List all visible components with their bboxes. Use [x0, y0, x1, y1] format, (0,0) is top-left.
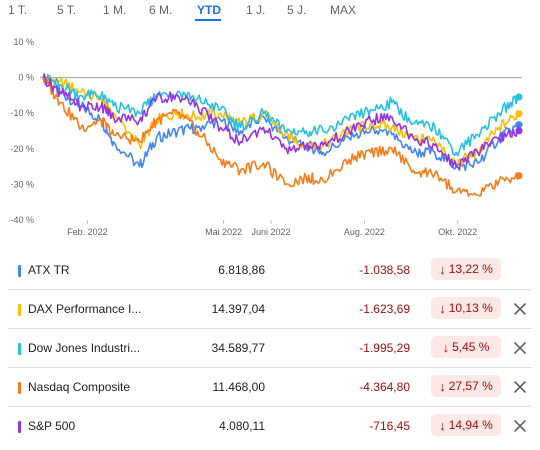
row-divider — [8, 328, 532, 329]
time-range-tabs: 1 T. 5 T. 1 M. 6 M. YTD 1 J. 5 J. MAX — [0, 0, 540, 24]
arrow-down-icon: ↓ — [439, 378, 446, 394]
row-divider — [8, 367, 532, 368]
series-line-dax-performance-index — [42, 74, 519, 166]
series-end-dot-atx-tr — [515, 121, 523, 129]
row-percent-badge: ↓ 5,45 % — [431, 336, 501, 358]
active-tab-indicator — [195, 19, 221, 21]
row-divider — [8, 289, 532, 290]
arrow-down-icon: ↓ — [439, 300, 446, 316]
series-end-dot-dow-jones-industrial-average — [515, 93, 523, 101]
row-name: DAX Performance I... — [28, 302, 142, 316]
row-divider — [8, 406, 532, 407]
series-lines — [42, 72, 523, 197]
row-name: S&P 500 — [28, 419, 76, 433]
tab-6-m[interactable]: 6 M. — [149, 3, 173, 17]
x-tick-label: Mai 2022 — [205, 227, 242, 237]
y-tick-label: 0 % — [18, 73, 34, 83]
close-icon[interactable] — [511, 339, 529, 357]
row-price: 11.468,00 — [212, 380, 266, 394]
series-color-swatch — [18, 421, 21, 433]
tab-ytd[interactable]: YTD — [197, 3, 221, 17]
row-percent-badge: ↓ 13,22 % — [431, 258, 501, 280]
x-tick-label: Feb. 2022 — [67, 227, 108, 237]
series-line-dow-jones-industrial-average — [42, 73, 520, 157]
row-price: 34.589,77 — [211, 341, 265, 355]
comparison-row[interactable]: Nasdaq Composite 11.468,00 -4.364,80 ↓ 27,57… — [0, 369, 540, 407]
row-change: -1.995,29 — [359, 341, 410, 355]
row-price: 14.397,04 — [211, 302, 265, 316]
series-end-dot-nasdaq-composite — [515, 172, 523, 180]
series-color-swatch — [18, 265, 21, 277]
series-line-nasdaq-composite — [42, 77, 520, 197]
row-percent-value: 10,13 % — [448, 301, 493, 315]
x-axis: Feb. 2022 Mai 2022 Juni 2022 Aug. 2022 Okt. … — [67, 220, 477, 237]
close-icon[interactable] — [511, 378, 529, 396]
row-percent-value: 27,57 % — [448, 379, 493, 393]
row-percent-badge: ↓ 10,13 % — [431, 297, 501, 319]
arrow-down-icon: ↓ — [439, 261, 446, 277]
arrow-down-icon: ↓ — [439, 417, 446, 433]
tab-max[interactable]: MAX — [330, 3, 357, 17]
series-end-dot-dax-performance-index — [515, 110, 523, 118]
series-color-swatch — [18, 382, 21, 394]
y-tick-label: -10 % — [10, 108, 34, 118]
comparison-row[interactable]: DAX Performance I... 14.397,04 -1.623,69 ↓ 1… — [0, 291, 540, 329]
row-name: Dow Jones Industri... — [28, 341, 141, 355]
x-tick-label: Aug. 2022 — [344, 227, 385, 237]
y-tick-label: -40 % — [10, 215, 34, 225]
performance-chart: 10 % 0 % -10 % -20 % -30 % -40 % Feb. 2022 Mai… — [10, 37, 523, 237]
close-icon[interactable] — [511, 417, 529, 435]
y-tick-label: -30 % — [10, 179, 34, 189]
arrow-down-icon: ↓ — [442, 339, 450, 355]
row-percent-badge: ↓ 14,94 % — [431, 414, 501, 436]
series-color-swatch — [18, 343, 21, 355]
row-percent-badge: ↓ 27,57 % — [431, 375, 501, 397]
series-color-swatch — [18, 304, 21, 316]
series-line-atx-tr — [42, 72, 520, 172]
row-price: 4.080,11 — [219, 419, 265, 433]
tab-1-t[interactable]: 1 T. — [8, 3, 28, 17]
comparison-row[interactable]: ATX TR 6.818,86 -1.038,58 ↓ 13,22 % — [0, 252, 540, 290]
row-percent-value: 13,22 % — [448, 262, 493, 276]
row-change: -716,45 — [369, 419, 410, 433]
x-tick-label: Juni 2022 — [252, 227, 291, 237]
tab-1-m[interactable]: 1 M. — [103, 3, 127, 17]
y-tick-label: -20 % — [10, 144, 34, 154]
series-end-dot-s-p-500 — [515, 127, 523, 135]
grid: 10 % 0 % -10 % -20 % -30 % -40 % — [10, 37, 522, 225]
series-line-s-p-500 — [42, 74, 520, 171]
row-percent-value: 5,45 % — [452, 340, 490, 354]
close-icon[interactable] — [511, 300, 529, 318]
row-name: ATX TR — [28, 263, 70, 277]
tab-1-j[interactable]: 1 J. — [246, 3, 266, 17]
row-change: -4.364,80 — [359, 380, 410, 394]
row-percent-value: 14,94 % — [448, 418, 493, 432]
x-tick-label: Okt. 2022 — [438, 227, 477, 237]
y-tick-label: 10 % — [13, 37, 34, 47]
row-name: Nasdaq Composite — [28, 380, 131, 394]
row-price: 6.818,86 — [218, 263, 265, 277]
tab-5-t[interactable]: 5 T. — [57, 3, 77, 17]
comparison-row[interactable]: S&P 500 4.080,11 -716,45 ↓ 14,94 % — [0, 408, 540, 446]
comparison-row[interactable]: Dow Jones Industri... 34.589,77 -1.995,29 ↓… — [0, 330, 540, 368]
row-change: -1.038,58 — [359, 263, 410, 277]
tab-5-j[interactable]: 5 J. — [287, 3, 307, 17]
row-change: -1.623,69 — [359, 302, 410, 316]
